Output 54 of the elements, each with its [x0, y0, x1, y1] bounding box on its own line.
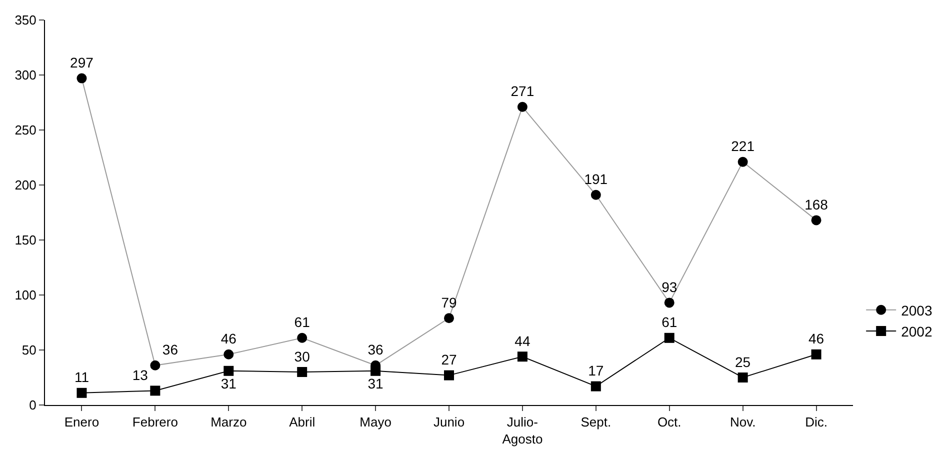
legend-label: 2002	[901, 324, 932, 340]
x-tick-label: Enero	[64, 414, 100, 430]
point	[444, 370, 454, 380]
data-label: 168	[804, 196, 828, 212]
x-tick-label: Nov.	[730, 414, 756, 430]
point	[811, 349, 822, 360]
point	[370, 366, 381, 376]
y-tick-label: 200	[14, 178, 36, 193]
data-label: 221	[731, 138, 755, 154]
y-tick-label: 50	[22, 342, 36, 358]
point	[224, 366, 234, 376]
point	[297, 367, 308, 377]
y-tick-label: 150	[14, 232, 36, 248]
x-tick-label: Febrero	[132, 414, 178, 430]
data-label: 46	[220, 330, 237, 347]
data-label: 297	[70, 54, 94, 71]
y-tick-label: 350	[14, 12, 36, 28]
point	[664, 332, 674, 343]
y-tick-label: 250	[14, 122, 36, 138]
data-label: 13	[132, 366, 148, 383]
data-label: 30	[294, 348, 310, 364]
data-label: 11	[74, 369, 90, 386]
data-label: 17	[588, 362, 604, 379]
data-label: 44	[514, 332, 530, 349]
data-label: 79	[441, 294, 457, 310]
point	[590, 381, 601, 392]
x-tick-label: Marzo	[210, 414, 247, 430]
x-tick-label: Mayo	[360, 414, 392, 430]
y-tick-label: 0	[29, 398, 36, 413]
x-tick-label: Dic.	[805, 414, 828, 430]
x-tick-label: Abril	[289, 414, 316, 430]
y-tick-label: 300	[14, 68, 36, 83]
x-tick-label: Sept.	[580, 414, 612, 430]
x-tick-label: Julio- Agosto	[502, 414, 543, 446]
data-label: 61	[662, 314, 678, 330]
data-label: 36	[162, 342, 178, 358]
data-label: 46	[808, 330, 824, 347]
point	[76, 388, 87, 398]
point	[150, 386, 160, 396]
point	[738, 372, 748, 382]
x-tick-label: Junio	[433, 414, 465, 430]
x-tick-label: Oct.	[657, 414, 682, 430]
y-tick-label: 100	[14, 288, 36, 303]
legend-label: 2003	[901, 302, 932, 318]
point	[517, 352, 528, 362]
data-label: 36	[368, 342, 384, 358]
data-label: 31	[368, 376, 384, 392]
data-label: 191	[584, 171, 608, 188]
data-label: 61	[294, 314, 310, 330]
data-label: 93	[662, 278, 678, 295]
data-label: 27	[441, 352, 457, 368]
data-label: 25	[735, 354, 751, 370]
data-label: 271	[510, 83, 534, 100]
data-label: 31	[220, 376, 237, 392]
